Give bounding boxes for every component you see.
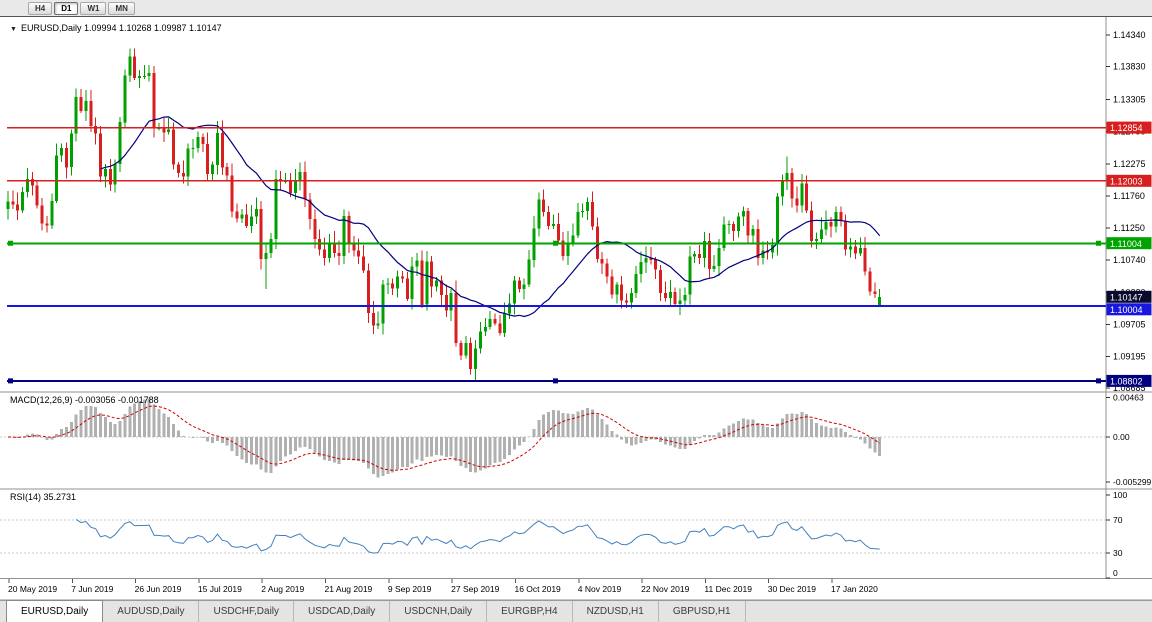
candlestick-series (6, 48, 882, 382)
chart-window: 1.143401.138301.133051.127901.122751.117… (0, 16, 1152, 601)
tab-audusd-daily[interactable]: AUDUSD,Daily (103, 601, 200, 622)
price-label-1.08802-text: 1.08802 (1110, 376, 1143, 386)
price-label-1.11004-text: 1.11004 (1110, 239, 1142, 249)
tab-nzdusd-h1[interactable]: NZDUSD,H1 (572, 601, 659, 622)
price-label-1.08802 (1106, 374, 1152, 387)
price-label-1.10004-text: 1.10004 (1110, 305, 1143, 315)
date-label: 15 Jul 2019 (198, 584, 242, 594)
date-label: 22 Nov 2019 (641, 584, 689, 594)
macd-indicator-label: MACD(12,26,9) -0.003056 -0.001788 (10, 395, 159, 405)
hline-handle[interactable] (553, 240, 558, 246)
date-label: 11 Dec 2019 (704, 584, 752, 594)
price-tick-label: 1.09195 (1113, 351, 1146, 361)
macd-signal-line (7, 405, 880, 471)
period-button-w1[interactable]: W1 (80, 1, 107, 15)
price-tick-label: 1.13830 (1113, 62, 1146, 72)
price-tick-label: 1.13305 (1113, 94, 1146, 104)
tab-usdcnh-daily[interactable]: USDCNH,Daily (390, 601, 488, 622)
rsi-indicator-label: RSI(14) 35.2731 (10, 492, 77, 502)
price-label-1.12854 (1106, 121, 1152, 134)
price-label-1.12003-text: 1.12003 (1110, 176, 1143, 186)
hline-handle[interactable] (553, 378, 558, 384)
tab-usdchf-daily[interactable]: USDCHF,Daily (199, 601, 295, 622)
tab-eurgbp-h4[interactable]: EURGBP,H4 (487, 601, 573, 622)
price-label-1.12003 (1106, 174, 1152, 187)
date-label: 9 Sep 2019 (388, 584, 432, 594)
price-label-1.11004 (1106, 237, 1152, 250)
date-label: 2 Aug 2019 (261, 584, 304, 594)
hline-handle[interactable] (8, 240, 13, 246)
tab-eurusd-daily[interactable]: EURUSD,Daily (6, 600, 104, 622)
rsi-tick-label: 70 (1113, 515, 1123, 525)
price-tick-label: 1.12275 (1113, 159, 1146, 169)
macd-histogram (11, 398, 882, 478)
date-label: 27 Sep 2019 (451, 584, 499, 594)
hline-handle[interactable] (8, 378, 13, 384)
price-tick-label: 1.10740 (1113, 255, 1146, 265)
timeframe-toolbar: H4 D1 W1 MN (0, 0, 1152, 16)
chart-tab-bar: EURUSD,Daily AUDUSD,Daily USDCHF,Daily U… (0, 600, 1152, 622)
price-tick-label: 1.11760 (1113, 191, 1145, 201)
hline-handle[interactable] (1096, 240, 1101, 246)
date-label: 26 Jun 2019 (135, 584, 182, 594)
rsi-tick-label: 30 (1113, 548, 1123, 558)
moving-average-line[interactable] (100, 116, 881, 318)
chart-background (0, 17, 1152, 601)
period-button-mn[interactable]: MN (108, 1, 135, 15)
price-tick-label: 1.11250 (1113, 223, 1145, 233)
price-label-1.10004 (1106, 303, 1152, 316)
date-label: 30 Dec 2019 (768, 584, 816, 594)
macd-tick-label: 0.00463 (1113, 393, 1144, 403)
current-price-label (1106, 290, 1152, 303)
price-tick-label: 1.08685 (1113, 383, 1146, 393)
price-tick-label: 1.09705 (1113, 319, 1146, 329)
date-label: 21 Aug 2019 (325, 584, 373, 594)
tab-usdcad-daily[interactable]: USDCAD,Daily (294, 601, 391, 622)
date-label: 16 Oct 2019 (514, 584, 561, 594)
period-button-d1[interactable]: D1 (54, 1, 79, 15)
price-label-1.12854-text: 1.12854 (1110, 123, 1143, 133)
date-label: 17 Jan 2020 (831, 584, 878, 594)
price-tick-label: 1.14340 (1113, 30, 1146, 40)
hline-handle[interactable] (1096, 378, 1101, 384)
date-label: 4 Nov 2019 (578, 584, 622, 594)
chart-ohlc-text: EURUSD,Daily 1.09994 1.10268 1.09987 1.1… (20, 23, 222, 33)
symbol-dropdown-icon[interactable]: ▼ (10, 26, 17, 33)
rsi-tick-label: 0 (1113, 568, 1118, 578)
date-label: 20 May 2019 (8, 584, 57, 594)
period-button-h4[interactable]: H4 (28, 1, 53, 15)
rsi-line (75, 518, 880, 554)
macd-tick-label: 0.00 (1113, 432, 1130, 442)
date-label: 7 Jun 2019 (71, 584, 113, 594)
chart-info-line: ▼ EURUSD,Daily 1.09994 1.10268 1.09987 1.… (10, 23, 222, 33)
rsi-tick-label: 100 (1113, 490, 1127, 500)
tab-gbpusd-h1[interactable]: GBPUSD,H1 (658, 601, 746, 622)
current-price-label-text: 1.10147 (1110, 292, 1143, 302)
macd-tick-label: -0.005299 (1113, 477, 1152, 487)
chart-canvas[interactable]: 1.143401.138301.133051.127901.122751.117… (0, 17, 1152, 601)
